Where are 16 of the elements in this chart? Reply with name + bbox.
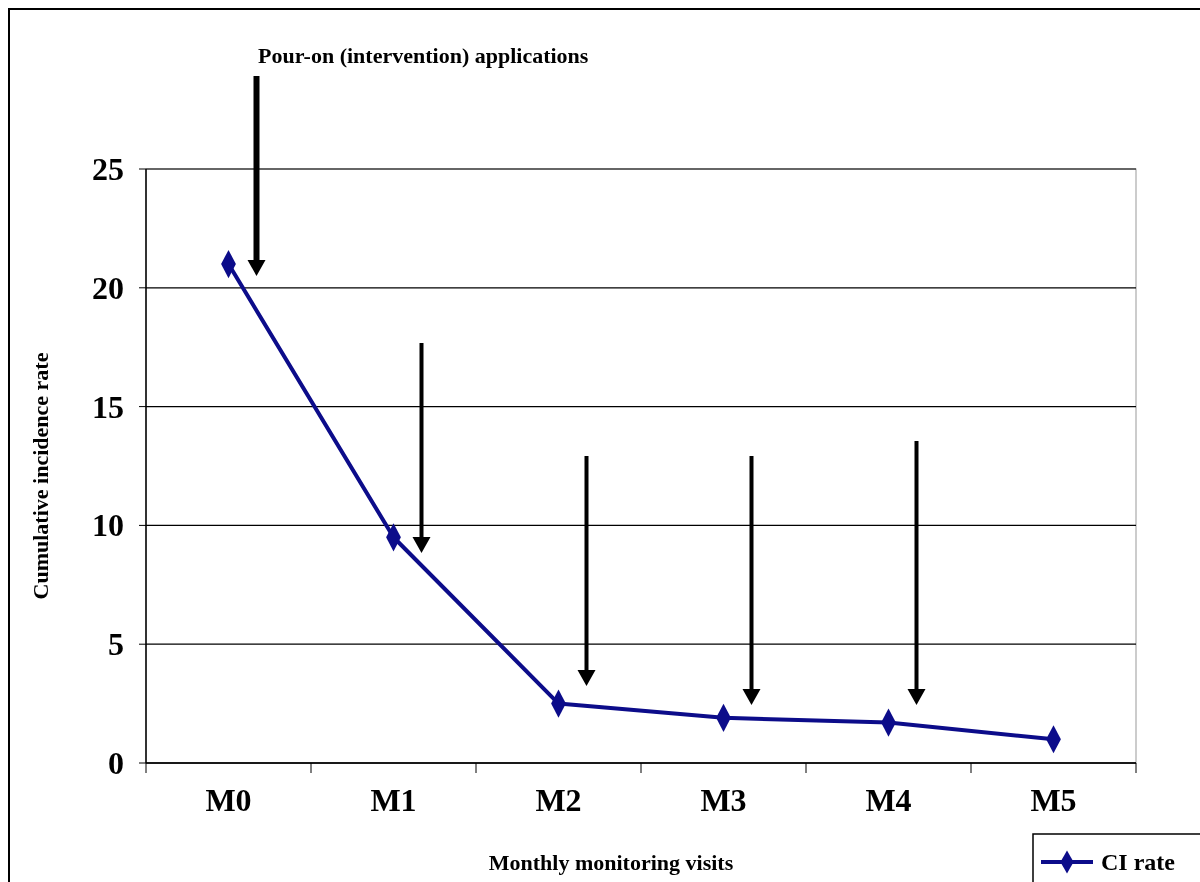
x-tick-label: M3 <box>700 782 747 818</box>
x-tick-label: M1 <box>370 782 417 818</box>
x-axis-title: Monthly monitoring visits <box>488 850 734 875</box>
y-tick-label: 10 <box>92 507 124 544</box>
y-axis-title: Cumulative incidence rate <box>28 352 53 600</box>
y-tick-label: 25 <box>92 151 124 187</box>
x-tick-label: M0 <box>205 782 252 818</box>
y-tick-label: 0 <box>108 745 124 781</box>
y-tick-label: 20 <box>92 269 124 306</box>
x-tick-label: M4 <box>865 782 912 818</box>
y-tick-label: 15 <box>92 388 124 425</box>
x-tick-label: M2 <box>535 782 582 818</box>
legend-label: CI rate <box>1101 849 1176 875</box>
y-tick-label: 5 <box>108 626 124 663</box>
x-tick-label: M5 <box>1030 782 1077 818</box>
text: Pour-on (intervention) applications <box>258 43 589 68</box>
